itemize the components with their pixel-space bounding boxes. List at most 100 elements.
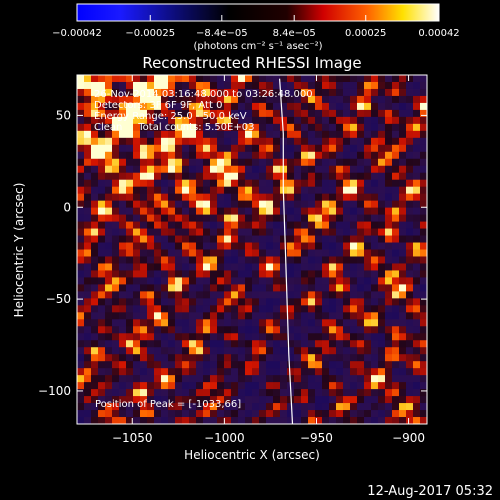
heatmap-cell (168, 284, 176, 292)
heatmap-cell (336, 144, 344, 153)
heatmap-cell (350, 151, 358, 160)
heatmap-cell (168, 123, 176, 132)
heatmap-cell (329, 95, 337, 104)
heatmap-cell (259, 375, 267, 383)
heatmap-cell (126, 165, 134, 174)
heatmap-cell (84, 144, 92, 153)
heatmap-cell (238, 228, 246, 236)
heatmap-cell (196, 165, 204, 174)
heatmap-cell (322, 179, 330, 188)
heatmap-cell (154, 249, 162, 257)
heatmap-cell (98, 116, 106, 125)
heatmap-cell (385, 410, 393, 418)
heatmap-cell (301, 81, 309, 90)
heatmap-cell (350, 417, 358, 424)
heatmap-cell (399, 270, 407, 278)
heatmap-cell (245, 312, 253, 320)
heatmap-cell (238, 410, 246, 418)
heatmap-cell (273, 242, 281, 250)
heatmap-cell (350, 354, 358, 362)
heatmap-cell (133, 186, 141, 195)
heatmap-cell (84, 270, 92, 278)
heatmap-cell (98, 95, 106, 104)
heatmap-cell (126, 298, 134, 306)
heatmap-cell (350, 389, 358, 397)
heatmap-cell (280, 326, 288, 334)
heatmap-cell (210, 396, 218, 404)
heatmap-cell (77, 102, 85, 111)
heatmap-cell (392, 375, 400, 383)
heatmap-cell (175, 291, 183, 299)
heatmap-cell (245, 221, 253, 229)
heatmap-cell (252, 158, 260, 167)
heatmap-cell (175, 109, 183, 118)
heatmap-cell (371, 102, 379, 111)
heatmap-cell (413, 326, 421, 334)
heatmap-cell (161, 340, 169, 348)
heatmap-cell (105, 144, 113, 153)
heatmap-cell (399, 116, 407, 125)
heatmap-cell (308, 396, 316, 404)
heatmap-cell (182, 375, 190, 383)
heatmap-cell (280, 277, 288, 285)
heatmap-cell (315, 235, 323, 243)
heatmap-cell (406, 144, 414, 153)
heatmap-cell (77, 354, 85, 362)
heatmap-cell (147, 361, 155, 369)
heatmap-cell (175, 242, 183, 250)
heatmap-cell (231, 375, 239, 383)
heatmap-cell (105, 221, 113, 229)
heatmap-cell (399, 214, 407, 222)
heatmap-cell (259, 368, 267, 376)
heatmap-cell (98, 88, 106, 97)
heatmap-cell (196, 207, 204, 215)
heatmap-cell (140, 284, 148, 292)
heatmap-cell (168, 368, 176, 376)
heatmap-cell (336, 186, 344, 195)
heatmap-cell (91, 312, 99, 320)
heatmap-cell (210, 102, 218, 111)
heatmap-cell (378, 123, 386, 132)
heatmap-cell (133, 319, 141, 327)
heatmap-cell (280, 347, 288, 355)
heatmap-cell (308, 263, 316, 271)
colorbar: −0.00042 −0.00025 −8.4e−05 8.4e−05 0.00025 0.… (52, 3, 460, 52)
heatmap-cell (161, 151, 169, 160)
heatmap-cell (140, 396, 148, 404)
heatmap-cell (189, 249, 197, 257)
heatmap-cell (154, 298, 162, 306)
heatmap-cell (147, 284, 155, 292)
heatmap-cell (189, 375, 197, 383)
heatmap-cell (238, 382, 246, 390)
heatmap-cell (329, 116, 337, 125)
heatmap-cell (357, 361, 365, 369)
heatmap-cell (189, 193, 197, 202)
heatmap-cell (399, 151, 407, 160)
heatmap-cell (322, 368, 330, 376)
heatmap-cell (406, 277, 414, 285)
heatmap-cell (238, 354, 246, 362)
heatmap-cell (231, 347, 239, 355)
heatmap-cell (364, 312, 372, 320)
heatmap-cell (259, 249, 267, 257)
heatmap-cell (266, 109, 274, 118)
heatmap-cell (301, 410, 309, 418)
heatmap-cell (336, 207, 344, 215)
heatmap-cell (140, 172, 148, 181)
heatmap-cell (126, 291, 134, 299)
heatmap-cell (91, 375, 99, 383)
heatmap-cell (98, 165, 106, 174)
heatmap-cell (252, 144, 260, 153)
heatmap-cell (252, 403, 260, 411)
heatmap-cell (336, 165, 344, 174)
heatmap-cell (301, 75, 309, 83)
heatmap-cell (224, 417, 232, 424)
heatmap-cell (168, 102, 176, 111)
heatmap-cell (329, 291, 337, 299)
heatmap-cell (280, 81, 288, 90)
heatmap-cell (266, 361, 274, 369)
heatmap-cell (378, 81, 386, 90)
heatmap-cell (329, 214, 337, 222)
heatmap-cell (245, 193, 253, 202)
heatmap-cell (140, 270, 148, 278)
